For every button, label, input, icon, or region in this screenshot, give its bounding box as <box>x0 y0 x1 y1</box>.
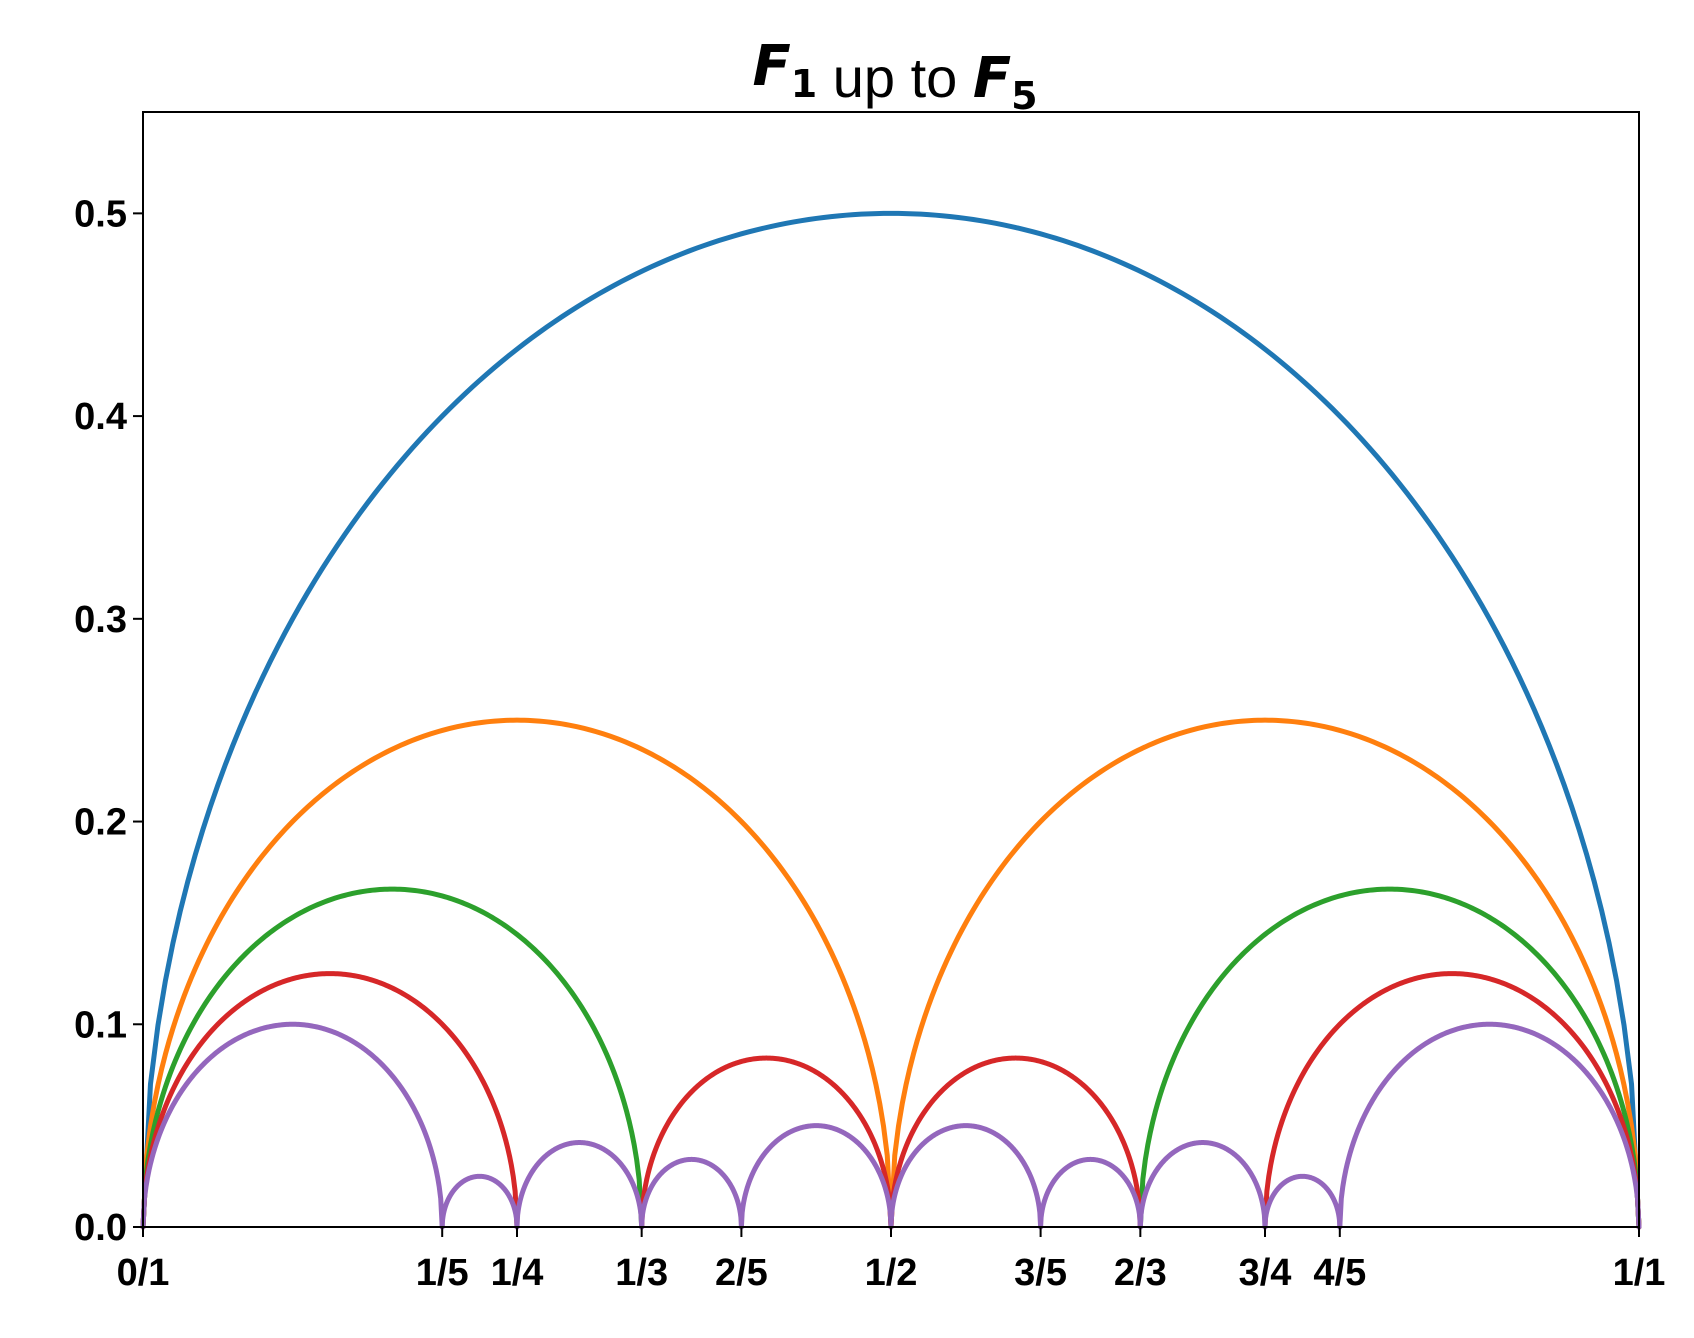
y-axis: 0.0 0.1 0.2 0.3 0.4 0.5 <box>74 193 143 1249</box>
title-part-0: F <box>752 34 790 99</box>
series-2-arc-2 <box>888 717 1642 1230</box>
y-tick-label-0: 0.0 <box>74 1207 127 1249</box>
y-tick-label-1: 0.1 <box>74 1004 127 1046</box>
series-5-arc-1 <box>140 1021 445 1230</box>
series-4 <box>140 971 1642 1230</box>
series-5-arc-7 <box>1038 1156 1143 1230</box>
x-tick-label-9: 4/5 <box>1313 1252 1366 1294</box>
series-5-arc-9 <box>1262 1173 1343 1230</box>
x-tick-label-0: 0/1 <box>117 1252 170 1294</box>
series-4-arc-3 <box>888 1055 1143 1230</box>
series-1 <box>140 210 1642 1230</box>
x-tick-label-6: 3/5 <box>1014 1252 1067 1294</box>
plot-frame <box>142 111 1640 1228</box>
y-tick-label-3: 0.3 <box>74 599 127 641</box>
series-1-arc-1 <box>140 210 1642 1230</box>
x-tick-label-2: 1/4 <box>491 1252 544 1294</box>
series-layer <box>140 210 1642 1230</box>
series-4-arc-4 <box>1262 971 1642 1230</box>
series-3-arc-1 <box>140 886 645 1230</box>
series-5-arc-6 <box>888 1123 1044 1230</box>
title-subscript-0: 1 <box>791 62 817 106</box>
x-axis: 0/1 1/5 1/4 1/3 2/5 1/2 3/5 2/3 3/4 4/5 1/1 <box>117 1227 1666 1294</box>
series-3-arc-2 <box>1137 886 1642 1230</box>
x-tick-label-3: 1/3 <box>615 1252 668 1294</box>
title-subscript-2: 5 <box>1011 74 1037 118</box>
chart-title: F1 up to F5 <box>752 34 1037 118</box>
y-tick-label-2: 0.2 <box>74 802 127 844</box>
series-2 <box>140 717 1642 1230</box>
series-5-arc-8 <box>1137 1140 1268 1230</box>
title-part-2: F <box>973 46 1011 111</box>
x-tick-label-8: 3/4 <box>1239 1252 1292 1294</box>
x-tick-label-5: 1/2 <box>865 1252 918 1294</box>
series-3 <box>140 886 1642 1230</box>
series-5-arc-5 <box>738 1123 894 1230</box>
series-2-arc-1 <box>140 717 894 1230</box>
series-5 <box>140 1021 1642 1230</box>
series-4-arc-1 <box>140 971 520 1230</box>
y-tick-label-5: 0.5 <box>74 193 127 235</box>
x-tick-label-10: 1/1 <box>1613 1252 1666 1294</box>
x-tick-label-7: 2/3 <box>1114 1252 1167 1294</box>
y-tick-label-4: 0.4 <box>74 396 127 438</box>
title-part-1: up to <box>817 46 973 109</box>
x-tick-label-1: 1/5 <box>416 1252 469 1294</box>
series-5-arc-4 <box>639 1156 744 1230</box>
series-4-arc-2 <box>639 1055 894 1230</box>
series-5-arc-10 <box>1337 1021 1642 1230</box>
series-5-arc-2 <box>439 1173 520 1230</box>
series-5-arc-3 <box>514 1140 645 1230</box>
x-tick-label-4: 2/5 <box>715 1252 768 1294</box>
